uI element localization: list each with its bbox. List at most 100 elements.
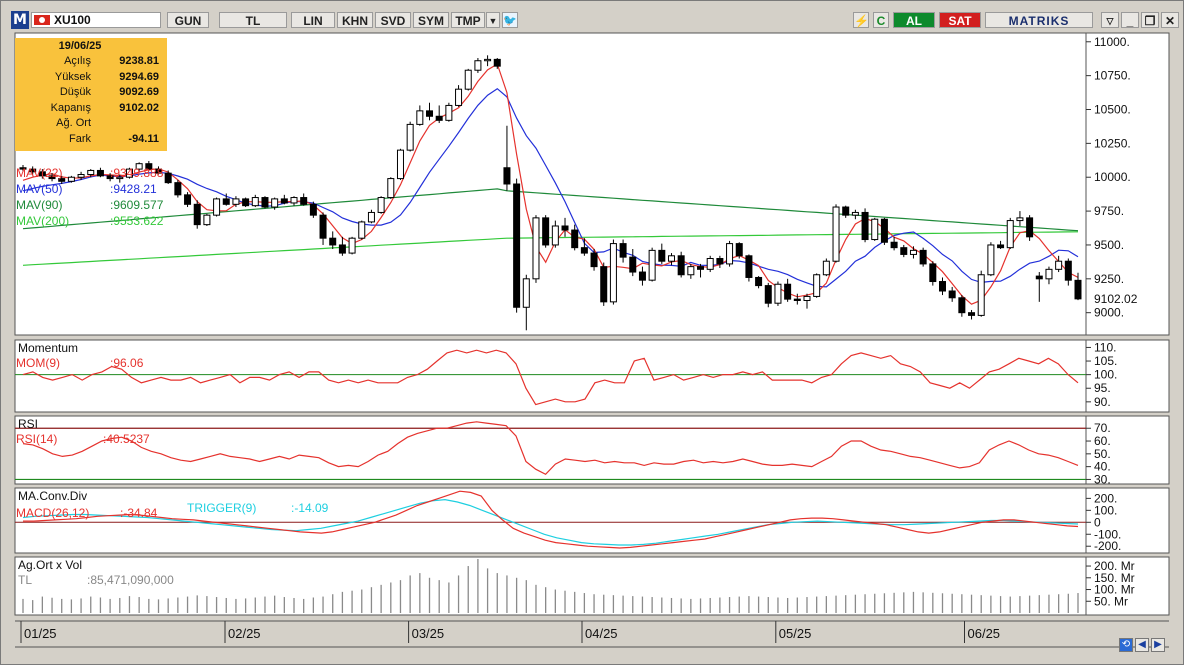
- ma-legend-name: MAV(50): [16, 182, 62, 196]
- scroll-right-icon[interactable]: ▶: [1151, 638, 1165, 652]
- scroll-left-icon[interactable]: ◀: [1135, 638, 1149, 652]
- minimize-icon[interactable]: _: [1121, 12, 1139, 28]
- price-axis-label: 10750.: [1094, 69, 1131, 83]
- candle-body: [909, 249, 917, 255]
- candle-body: [164, 172, 172, 184]
- candle-body: [396, 149, 404, 180]
- candle-body: [629, 256, 637, 273]
- price-axis-label: 10500.: [1094, 103, 1131, 117]
- currency-button[interactable]: TL: [219, 12, 287, 28]
- scale-button[interactable]: LIN: [291, 12, 335, 28]
- turkey-flag-icon: [34, 15, 50, 25]
- collapse-icon[interactable]: ▽: [1101, 12, 1119, 28]
- candle-body: [619, 243, 627, 258]
- toolbar-button-tmp[interactable]: TMP: [451, 12, 485, 28]
- candle-body: [764, 285, 772, 304]
- candle-body: [938, 281, 946, 292]
- candle-body: [416, 110, 424, 125]
- candle-body: [977, 274, 985, 316]
- candle-body: [125, 168, 133, 178]
- macd-axis-label: 200.: [1094, 491, 1117, 505]
- candle-body: [590, 252, 598, 268]
- mom-axis-label: 95.: [1094, 381, 1111, 395]
- rsi-title: RSI: [18, 417, 38, 431]
- candle-body: [367, 211, 375, 223]
- toolbar-button-khn[interactable]: KHN: [337, 12, 373, 28]
- candle-body: [513, 183, 521, 308]
- twitter-icon[interactable]: 🐦: [502, 12, 518, 28]
- candle-body: [677, 255, 685, 276]
- candle-body: [280, 198, 288, 204]
- candle-body: [406, 123, 414, 151]
- macd-axis-label: -200.: [1094, 539, 1121, 553]
- candle-body: [484, 58, 492, 62]
- sync-icon[interactable]: ⟲: [1119, 638, 1133, 652]
- macd-trigger-line: [22, 498, 1079, 546]
- candle-body: [929, 263, 937, 283]
- buy-button[interactable]: AL: [893, 12, 935, 28]
- candle-body: [919, 249, 927, 265]
- candle-body: [968, 312, 976, 316]
- candle-body: [706, 258, 714, 270]
- info-row-value: -94.11: [128, 132, 159, 145]
- close-icon[interactable]: ✕: [1161, 12, 1179, 28]
- candle-body: [67, 176, 75, 182]
- candle-body: [580, 247, 588, 254]
- candle-body: [648, 249, 656, 281]
- price-axis-label: 9250.: [1094, 272, 1124, 286]
- toolbar-button-sym[interactable]: SYM: [413, 12, 449, 28]
- candle-body: [793, 298, 801, 301]
- price-axis-label: 9000.: [1094, 306, 1124, 320]
- restore-icon[interactable]: ❐: [1141, 12, 1159, 28]
- candle-body: [735, 243, 743, 257]
- info-row-label: Düşük: [59, 86, 91, 98]
- vol-axis-label: 150. Mr: [1094, 571, 1135, 585]
- period-button[interactable]: GUN: [167, 12, 209, 28]
- candle-body: [1026, 217, 1034, 238]
- info-row-label: Yüksek: [54, 70, 91, 83]
- candle-body: [658, 249, 666, 262]
- candle-body: [813, 274, 821, 297]
- month-label: 04/25: [585, 626, 618, 641]
- candle-body: [445, 104, 453, 121]
- candle-body: [106, 175, 114, 180]
- lightning-icon[interactable]: ⚡: [853, 12, 869, 28]
- candle-body: [842, 206, 850, 216]
- macd-trigger-label: TRIGGER(9): [187, 501, 256, 515]
- candle-body: [96, 169, 104, 177]
- panel-frame-0: [14, 32, 1170, 336]
- matriks-logo-icon: M: [11, 11, 29, 29]
- symbol-selector[interactable]: XU100: [31, 12, 161, 28]
- info-row-value: 9102.02: [119, 101, 159, 114]
- volume-title: Ag.Ort x Vol: [18, 558, 82, 572]
- candle-body: [174, 182, 182, 196]
- vol-axis-label: 50. Mr: [1094, 594, 1128, 608]
- candle-body: [726, 243, 734, 265]
- candle-body: [822, 260, 830, 276]
- sell-button[interactable]: SAT: [939, 12, 981, 28]
- candle-body: [77, 174, 85, 178]
- mom-axis-label: 100.: [1094, 368, 1117, 382]
- panel-frame-1: [14, 339, 1170, 413]
- candle-body: [251, 197, 259, 207]
- candle-body: [1074, 279, 1082, 300]
- candle-body: [309, 203, 317, 216]
- candle-body: [774, 283, 782, 304]
- toolbar: M XU100 GUN TL LIN KHN SVD SYM TMP ▼ 🐦 ⚡…: [7, 9, 1179, 31]
- candle-body: [948, 290, 956, 299]
- toolbar-button-svd[interactable]: SVD: [375, 12, 411, 28]
- candle-body: [958, 297, 966, 314]
- symbol-label: XU100: [54, 13, 91, 27]
- candle-body: [184, 194, 192, 205]
- info-row-value: 9092.69: [119, 86, 159, 98]
- month-label: 06/25: [968, 626, 1001, 641]
- ma-legend-value: :9553.622: [110, 214, 164, 228]
- refresh-icon[interactable]: C: [873, 12, 889, 28]
- candle-body: [716, 258, 724, 265]
- macd-trigger-value: :-14.09: [291, 501, 329, 515]
- dropdown-arrow-icon[interactable]: ▼: [486, 12, 500, 28]
- panel-frame-3: [14, 487, 1170, 554]
- candle-body: [503, 167, 511, 185]
- candle-body: [474, 60, 482, 71]
